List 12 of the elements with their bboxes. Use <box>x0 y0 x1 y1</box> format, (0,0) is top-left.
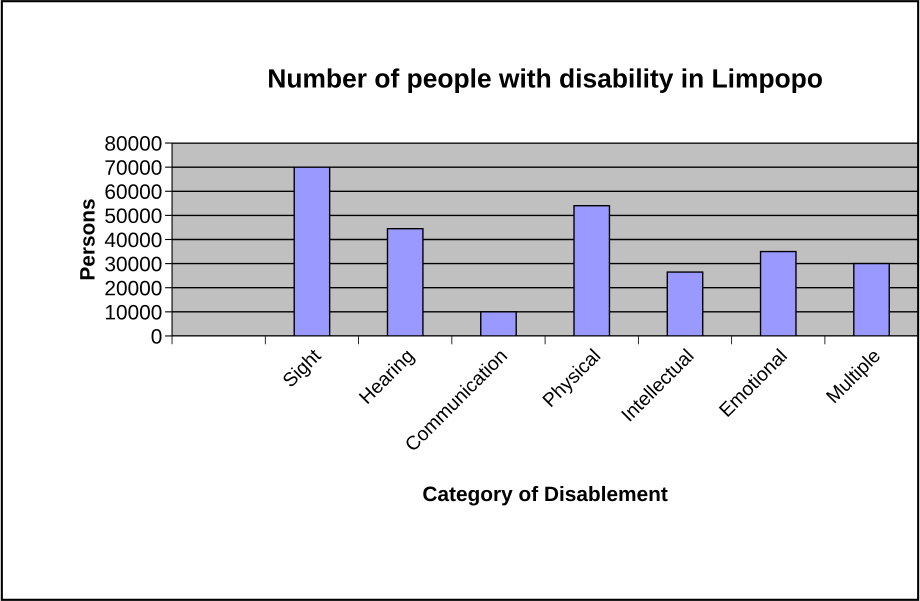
y-tick-label: 30000 <box>105 256 162 272</box>
y-tick-label: 0 <box>152 328 162 344</box>
y-tick-label: 40000 <box>104 232 162 248</box>
y-axis-title: Persons <box>80 199 95 280</box>
y-tick-label: 50000 <box>105 208 162 224</box>
y-tick-label: 60000 <box>105 184 162 200</box>
x-axis-title: Category of Disablement <box>423 486 668 506</box>
y-tick-label: 20000 <box>105 280 162 296</box>
chart-title: Number of people with disability in Limpopo <box>269 68 822 93</box>
y-tick-label: 80000 <box>105 136 162 151</box>
y-tick-label: 10000 <box>106 304 162 320</box>
y-tick-label: 70000 <box>105 160 162 175</box>
